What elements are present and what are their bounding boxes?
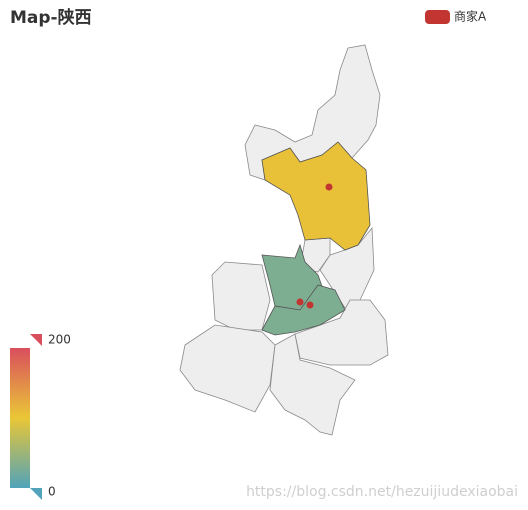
legend-swatch (425, 10, 450, 24)
point (296, 298, 304, 306)
watermark: https://blog.csdn.net/hezuijiudexiaobai (246, 484, 518, 500)
visual-map[interactable]: 200 0 (10, 333, 71, 501)
legend[interactable]: 商家A (425, 9, 487, 25)
point (325, 183, 333, 191)
region (211, 261, 271, 331)
handle[interactable] (30, 334, 42, 346)
region (179, 324, 276, 413)
map (179, 44, 389, 436)
visual-min-label: 0 (48, 485, 56, 499)
visual-map-bar (10, 348, 30, 488)
region (261, 284, 346, 336)
region (261, 141, 371, 251)
legend-label: 商家A (454, 9, 487, 24)
handle[interactable] (30, 488, 42, 500)
point (306, 301, 314, 309)
region (294, 299, 389, 366)
chart-title: Map-陕西 (10, 7, 92, 28)
visual-max-label: 200 (48, 333, 71, 347)
